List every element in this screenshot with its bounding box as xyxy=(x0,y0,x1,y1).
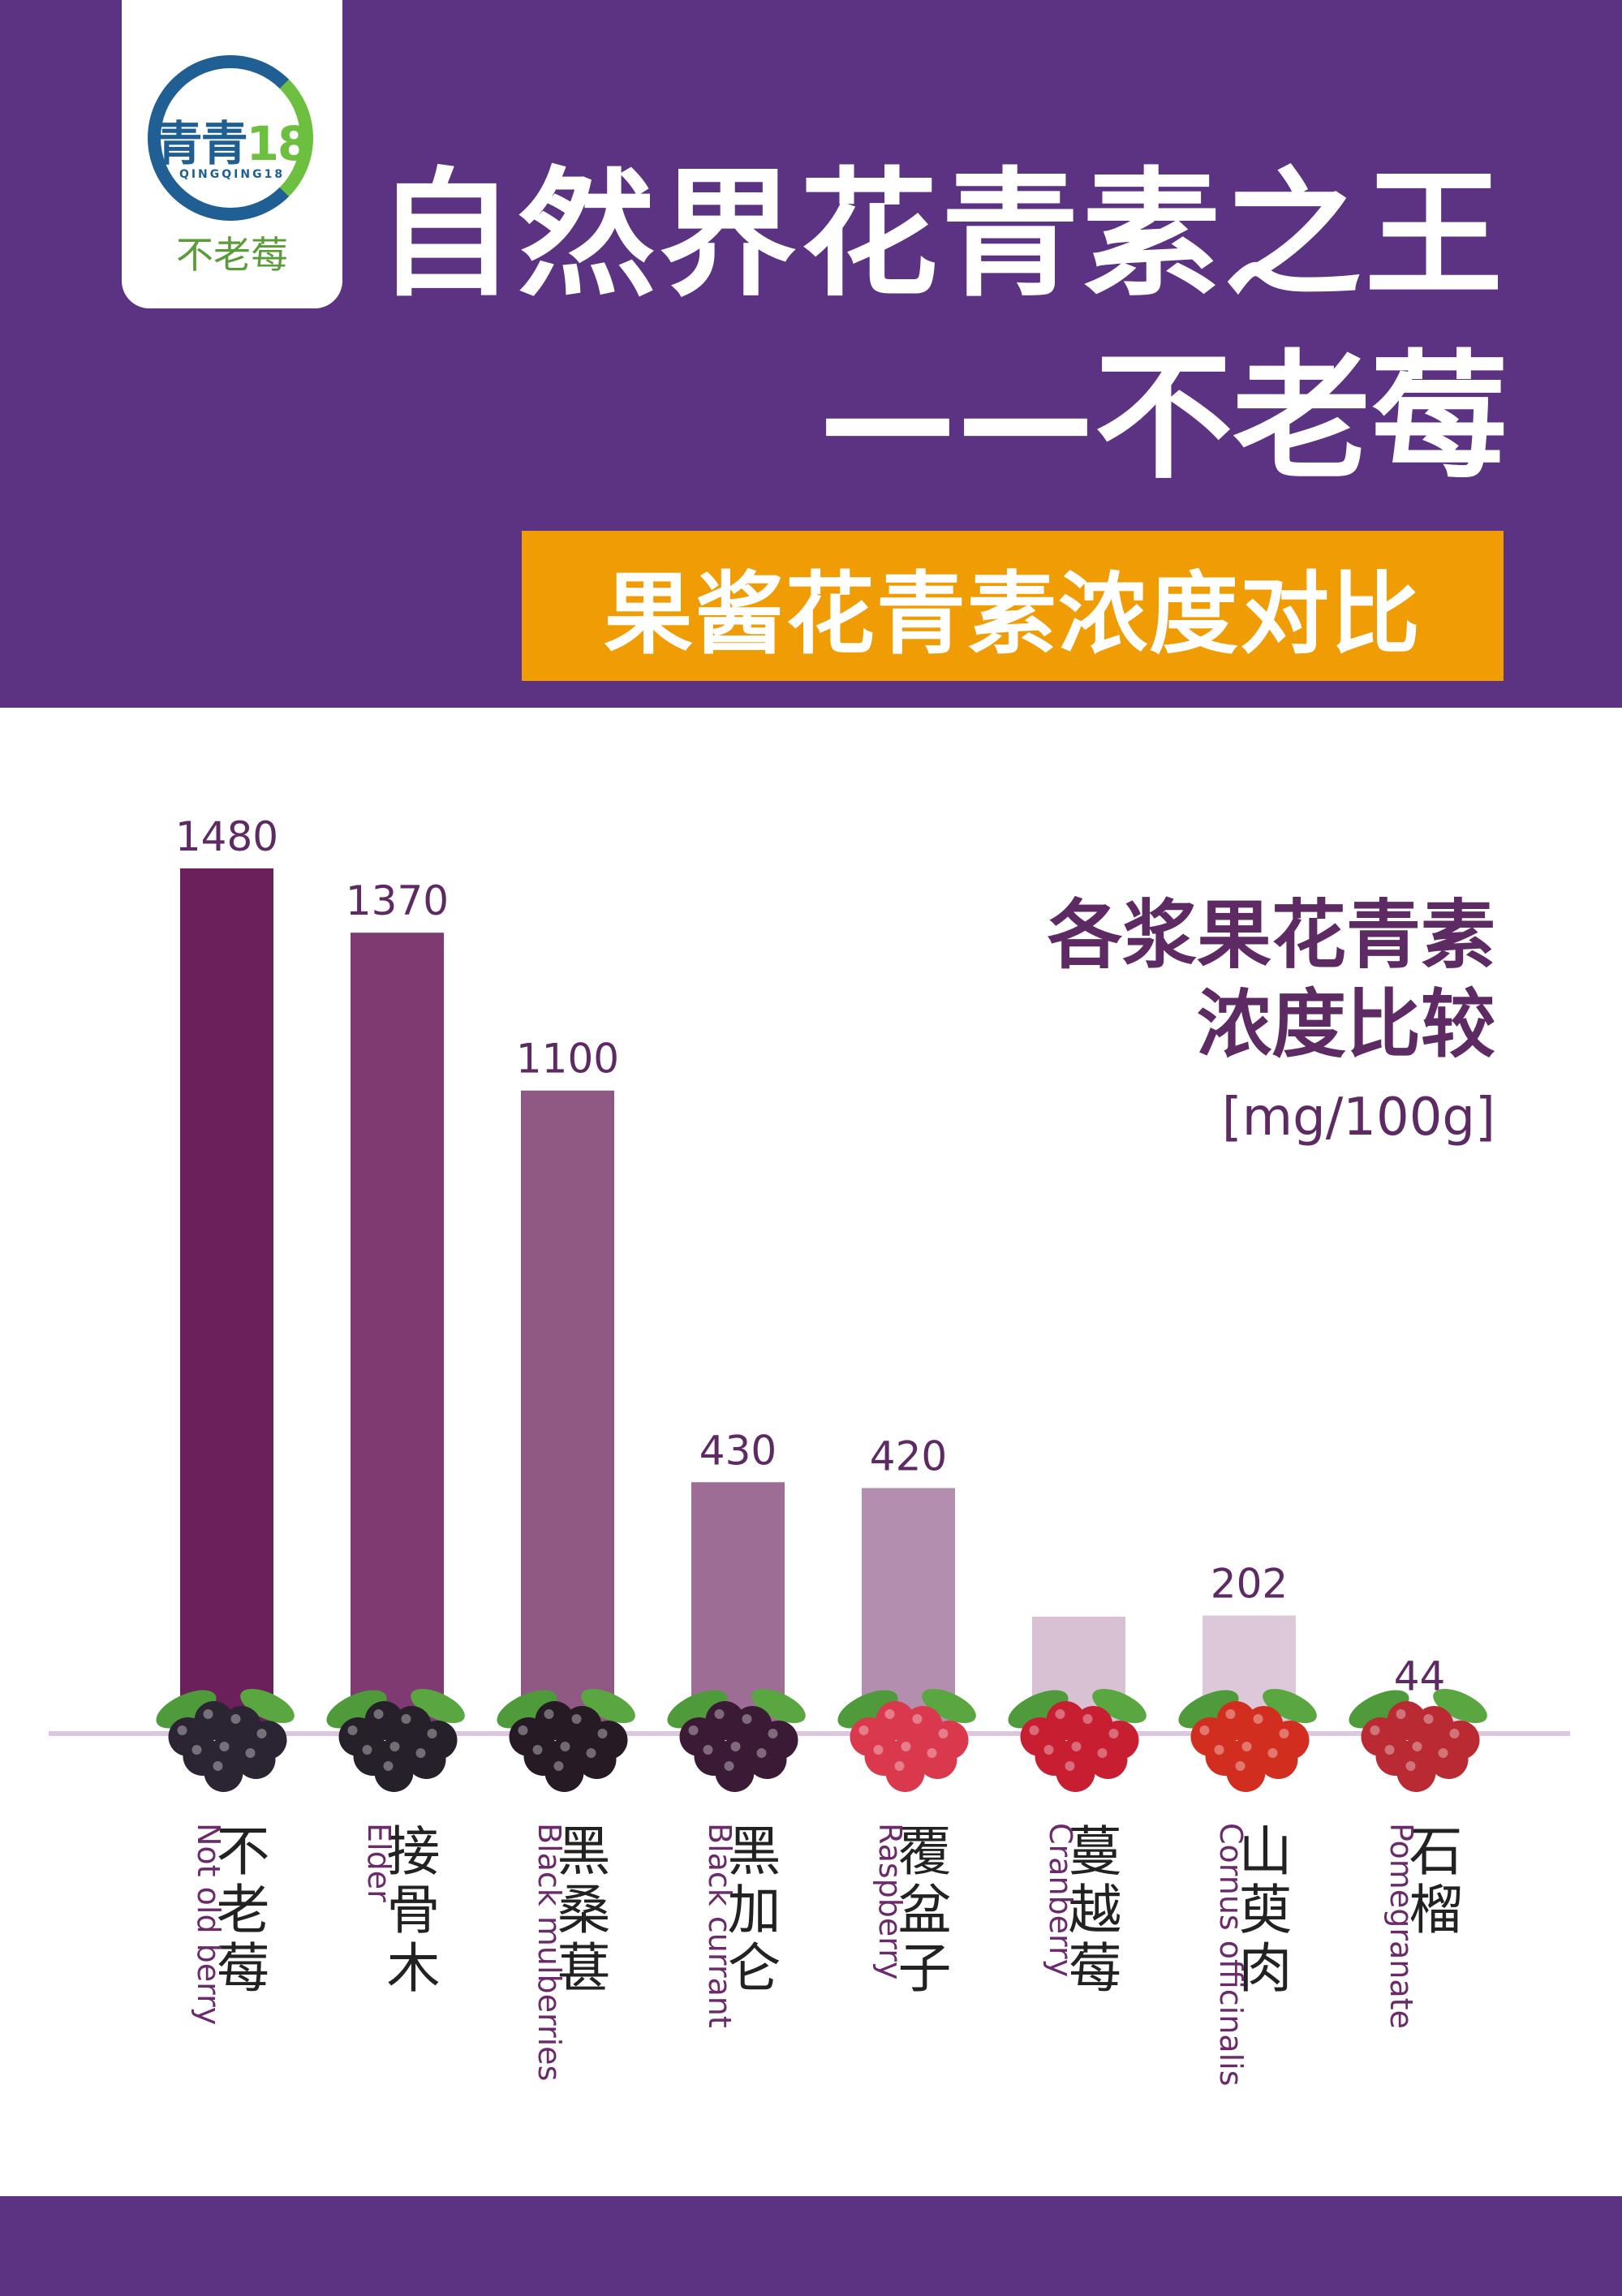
category-label-en: Black mulberries xyxy=(531,1823,567,2081)
bar-3 xyxy=(521,1090,614,1734)
header-banner: 青青18 QINGQING18 不老莓 自然界花青素之王 ——不老莓 果酱花青素… xyxy=(0,0,1622,708)
data-label: 430 xyxy=(699,1427,777,1474)
logo-product-name: 不老莓 xyxy=(176,233,288,277)
chart-title-line1: 各浆果花青素 xyxy=(1047,892,1495,979)
category-label: 蔓越莓 xyxy=(1060,1823,1122,1998)
logo-brand-number: 18 xyxy=(246,116,311,171)
logo-subtext: QINGQING18 xyxy=(179,168,286,181)
data-label: 1480 xyxy=(175,813,278,860)
cornus-berries-icon xyxy=(1178,1688,1317,1792)
data-label: 1370 xyxy=(346,877,449,924)
bar-1 xyxy=(180,868,273,1734)
page-title-secondary: ——不老莓 xyxy=(818,338,1508,498)
blackcurrant-icon xyxy=(667,1688,806,1792)
category-label: 黑加仑 xyxy=(719,1823,781,1998)
category-label-en: Elder xyxy=(361,1823,397,1902)
mulberry-icon xyxy=(497,1688,635,1792)
bar-2 xyxy=(351,933,444,1734)
logo-brand: 青青18 xyxy=(122,106,342,174)
data-label: 202 xyxy=(1211,1561,1288,1608)
subtitle-banner: 果酱花青素浓度对比 xyxy=(522,531,1504,681)
data-label: 420 xyxy=(870,1432,947,1480)
subtitle-text: 果酱花青素浓度对比 xyxy=(604,562,1422,666)
category-label-en: Not old berry xyxy=(191,1823,226,2025)
category-label: 石榴 xyxy=(1400,1823,1463,1940)
category-label: 覆盆子 xyxy=(889,1823,952,1998)
chart-unit: [mg/100g] xyxy=(1221,1088,1495,1148)
category-label: 不老莓 xyxy=(208,1823,270,1998)
chart-title: 各浆果花青素 浓度比较 xyxy=(1048,891,1495,1070)
brand-logo: 青青18 QINGQING18 不老莓 xyxy=(122,0,342,308)
aronia-berries-icon xyxy=(156,1688,295,1792)
chart-title-line2: 浓度比较 xyxy=(1196,981,1495,1069)
category-label-en: Pomegranate xyxy=(1383,1823,1419,2029)
category-label-en: Raspberry xyxy=(872,1823,908,1979)
logo-brand-text: 青青 xyxy=(155,116,248,171)
category-label: 山萸肉 xyxy=(1230,1823,1293,1998)
category-label-en: Cranberry xyxy=(1043,1823,1078,1977)
category-label-en: Black currant xyxy=(702,1823,738,2028)
pomegranate-icon xyxy=(1349,1688,1487,1792)
data-label: 1100 xyxy=(516,1036,619,1083)
footer-bar xyxy=(0,2196,1622,2296)
cranberry-icon xyxy=(1008,1688,1147,1792)
category-label: 接骨木 xyxy=(378,1823,441,1998)
raspberry-icon xyxy=(837,1688,976,1792)
category-label: 黑桑葚 xyxy=(549,1823,611,1998)
category-label-en: Cornus officinalis xyxy=(1213,1823,1249,2087)
elderberry-icon xyxy=(326,1688,465,1792)
page-title: 自然界花青素之王 xyxy=(376,155,1506,316)
